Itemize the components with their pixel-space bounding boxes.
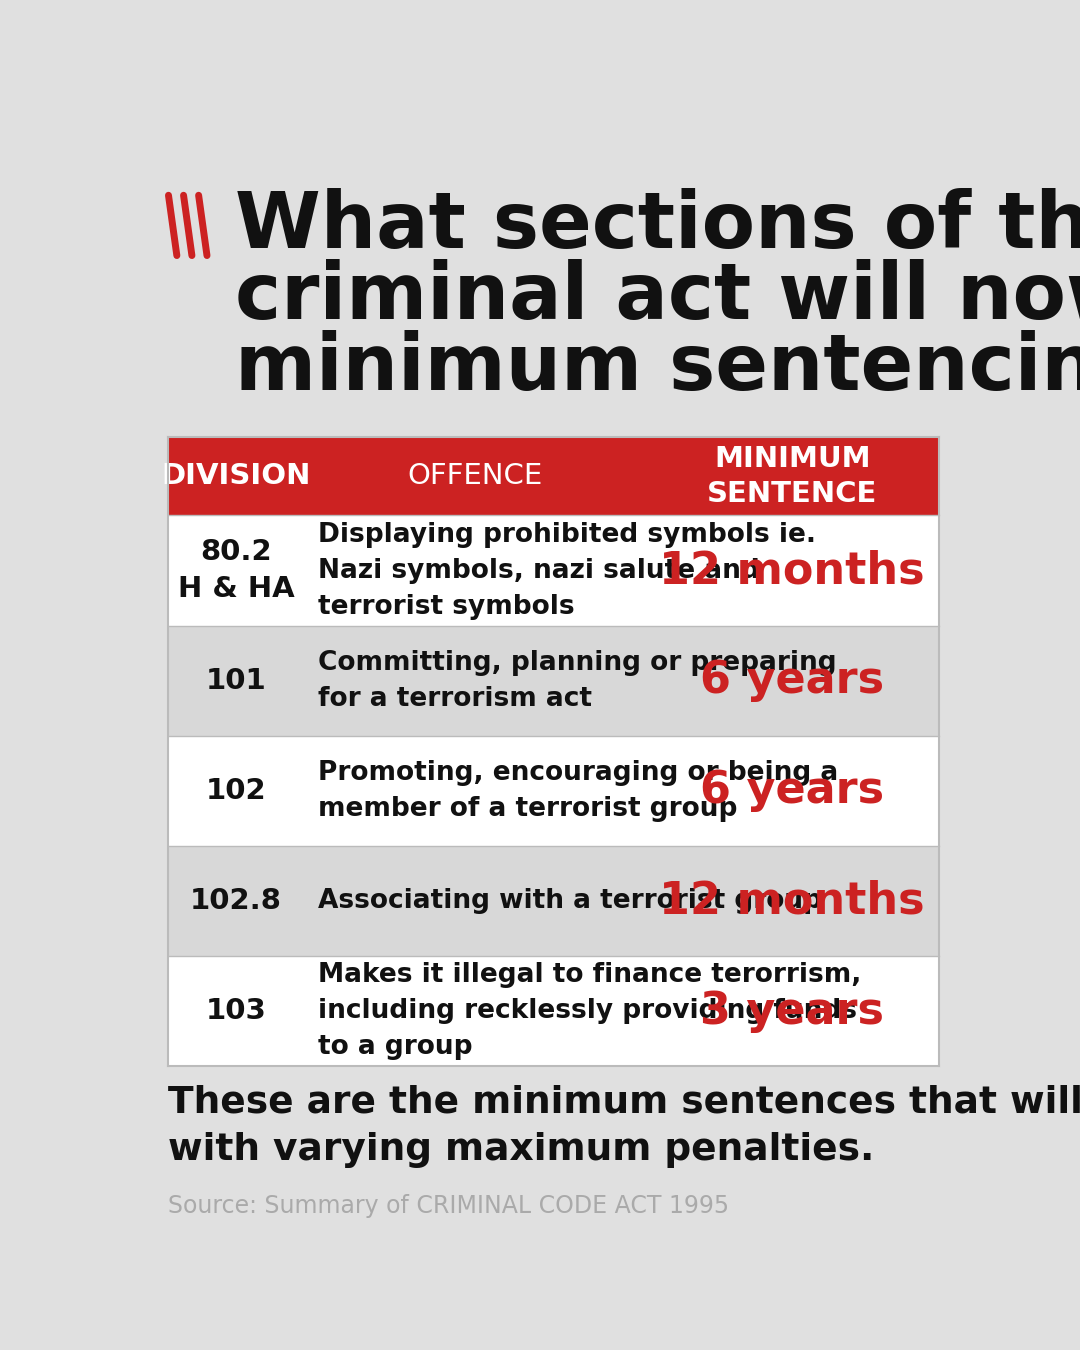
Bar [168,625,939,736]
Text: Displaying prohibited symbols ie.
Nazi symbols, nazi salute and
terrorist symbol: Displaying prohibited symbols ie. Nazi s… [319,521,816,620]
Text: Committing, planning or preparing
for a terrorism act: Committing, planning or preparing for a … [319,649,837,711]
Bar [168,437,939,516]
Text: 12 months: 12 months [660,880,926,922]
Text: 101: 101 [205,667,267,695]
Text: 80.2
H & HA: 80.2 H & HA [177,539,294,603]
Text: 6 years: 6 years [700,769,885,813]
Text: MINIMUM
SENTENCE: MINIMUM SENTENCE [707,446,877,508]
Text: criminal act will now have: criminal act will now have [234,259,1080,335]
Bar [168,956,939,1066]
Text: Promoting, encouraging or being a
member of a terrorist group: Promoting, encouraging or being a member… [319,760,838,822]
Bar [168,516,939,625]
Bar [168,736,939,846]
Text: OFFENCE: OFFENCE [407,463,542,490]
Text: Makes it illegal to finance terorrism,
including recklessly providing funds
to a: Makes it illegal to finance terorrism, i… [319,963,862,1060]
Text: 102: 102 [205,776,266,805]
Text: Source: Summary of CRIMINAL CODE ACT 1995: Source: Summary of CRIMINAL CODE ACT 199… [168,1195,730,1218]
Text: Associating with a terrorist group: Associating with a terrorist group [319,888,822,914]
Text: 3 years: 3 years [700,990,885,1033]
Bar [168,846,939,956]
Text: 102.8: 102.8 [190,887,282,915]
Text: 6 years: 6 years [700,659,885,702]
Text: 103: 103 [205,998,267,1025]
Text: DIVISION: DIVISION [161,463,311,490]
Text: What sections of the: What sections of the [234,188,1080,265]
Text: minimum sentencing?: minimum sentencing? [234,329,1080,406]
Text: 12 months: 12 months [660,549,926,593]
Text: These are the minimum sentences that will apply,
with varying maximum penalties.: These are the minimum sentences that wil… [168,1085,1080,1168]
